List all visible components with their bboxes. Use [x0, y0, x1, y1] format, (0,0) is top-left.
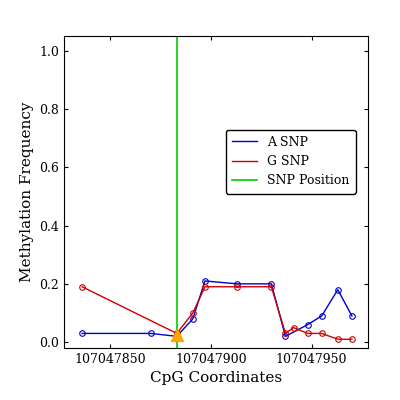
Y-axis label: Methylation Frequency: Methylation Frequency — [20, 102, 34, 282]
Legend: A SNP, G SNP, SNP Position: A SNP, G SNP, SNP Position — [226, 130, 356, 194]
X-axis label: CpG Coordinates: CpG Coordinates — [150, 372, 282, 386]
